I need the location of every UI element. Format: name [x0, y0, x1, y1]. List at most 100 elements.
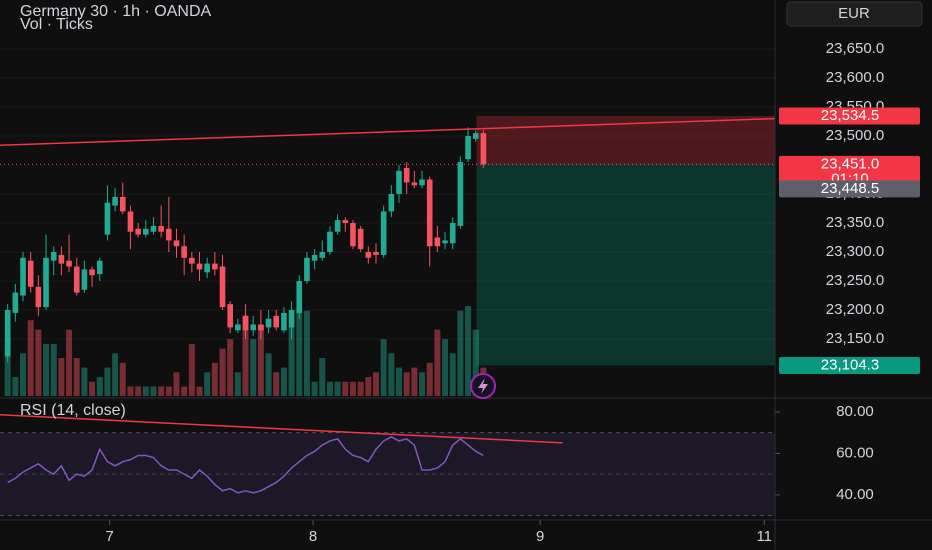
candle-body	[20, 257, 26, 296]
y-tick-label: 23,300.0	[826, 243, 884, 260]
volume-bar	[396, 367, 403, 396]
volume-bar	[380, 339, 387, 396]
candle-body	[319, 252, 326, 258]
volume-bar	[419, 372, 426, 396]
rsi-line	[7, 435, 484, 494]
volume-bar	[119, 362, 126, 396]
volume-bar	[442, 339, 449, 396]
candle-body	[112, 196, 118, 206]
candle-body	[403, 167, 410, 183]
volume-bar	[20, 353, 27, 396]
volume-bar	[242, 315, 249, 396]
volume-bar	[234, 372, 241, 396]
candle-body	[258, 324, 264, 331]
candle-body	[457, 162, 464, 226]
candle-body	[173, 240, 180, 247]
candle-body	[442, 240, 448, 244]
volume-bar	[81, 367, 88, 396]
trendline	[0, 117, 776, 147]
candle-body	[242, 315, 249, 331]
volume-bar	[411, 367, 418, 396]
plot: 7 8 9 11	[0, 48, 780, 545]
price-box-label: 23,104.3	[821, 356, 879, 373]
candle-body	[250, 324, 257, 331]
volume-bar	[173, 372, 180, 396]
candle-body	[27, 260, 34, 287]
candle-body	[12, 292, 19, 313]
volume-bar	[372, 372, 379, 396]
target-zone	[476, 164, 775, 366]
volume-bar	[12, 377, 19, 396]
y-tick-label: 23,350.0	[826, 214, 884, 231]
volume-bar	[288, 324, 295, 396]
rsi-tick-label: 40.00	[836, 486, 874, 503]
candle-body	[273, 315, 280, 328]
candle-body	[288, 310, 295, 328]
candle-body	[96, 260, 103, 275]
candle-body	[127, 211, 134, 232]
candle-body	[89, 269, 95, 276]
candle-body	[388, 194, 395, 212]
candle-body	[204, 263, 210, 273]
candle-body	[480, 133, 487, 165]
y-tick-label: 23,250.0	[826, 272, 884, 289]
volume-bar	[250, 339, 257, 396]
volume-bar	[135, 386, 142, 396]
volume-bar	[150, 386, 157, 396]
candle-body	[119, 196, 126, 212]
volume-bar	[457, 310, 464, 396]
volume-bar	[112, 353, 119, 396]
candle-body	[212, 263, 218, 270]
volume-bar	[426, 362, 433, 396]
volume-bar	[127, 386, 134, 396]
volume-bar	[280, 367, 287, 396]
volume-bar	[449, 353, 456, 396]
candle-body	[465, 136, 471, 160]
currency-label[interactable]: EUR	[838, 5, 870, 22]
candle-body	[342, 220, 349, 224]
candle-body	[380, 211, 387, 255]
y-tick-label: 23,600.0	[826, 69, 884, 86]
candle-body	[350, 223, 356, 247]
volume-bar	[403, 372, 410, 396]
volume-bar	[89, 381, 96, 396]
candle-body	[327, 231, 333, 253]
candle-body	[142, 228, 149, 235]
candle-body	[235, 324, 241, 331]
candle-body	[219, 266, 226, 308]
volume-bar	[66, 329, 73, 396]
volume-bar	[319, 358, 326, 396]
chart-title: Germany 30 · 1h · OANDA	[20, 3, 212, 20]
volume-bar	[204, 372, 211, 396]
volume-bar	[334, 381, 341, 396]
candle-body	[166, 228, 172, 241]
candle-body	[35, 286, 42, 308]
x-tick-label: 9	[536, 528, 544, 545]
volume-bar	[365, 377, 372, 396]
candle-body	[449, 223, 456, 244]
currency-button[interactable]	[786, 1, 923, 27]
alert-icon[interactable]	[470, 373, 496, 399]
candle-body	[196, 263, 203, 270]
rsi-trendline	[0, 414, 563, 444]
volume-bar	[342, 381, 349, 396]
volume-bar	[388, 353, 395, 396]
candle-body	[181, 246, 187, 258]
price-labels: 23,150.0 23,200.0 23,250.0 23,300.0 23,350.0…	[779, 40, 920, 503]
candle-body	[357, 228, 364, 250]
volume-bar	[472, 329, 479, 396]
volume-bar	[257, 324, 264, 396]
volume-bar	[273, 372, 280, 396]
volume-bar	[349, 381, 356, 396]
candle-body	[158, 225, 164, 232]
candle-body	[104, 202, 111, 235]
volume-bar	[296, 310, 303, 396]
volume-bar	[142, 386, 149, 396]
y-tick-label: 23,500.0	[826, 127, 884, 144]
candle-body	[150, 225, 157, 232]
volume-bar	[326, 381, 333, 396]
candle-body	[227, 304, 233, 328]
candle-body	[81, 269, 88, 290]
candle-body	[396, 170, 402, 195]
